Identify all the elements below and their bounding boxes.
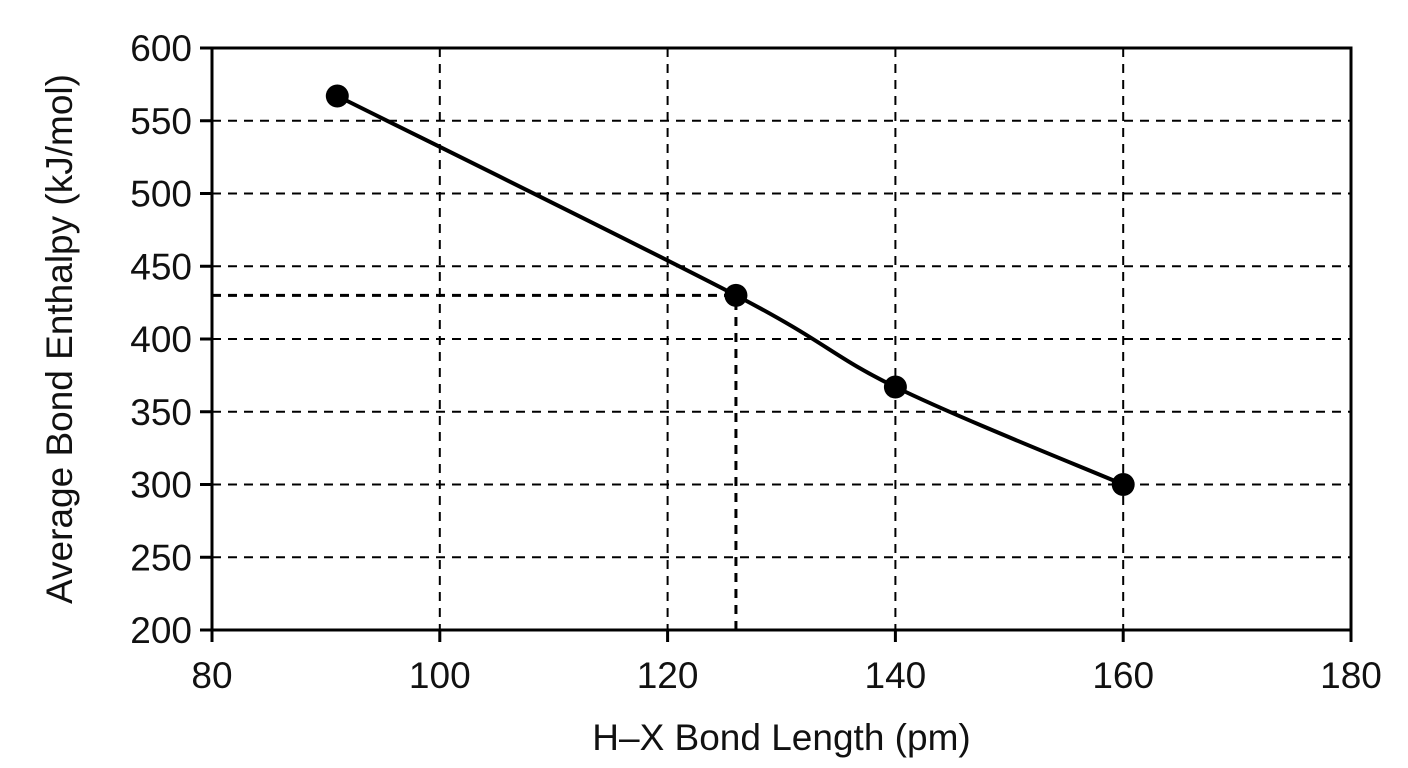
x-tick-label: 120 [637, 655, 699, 696]
y-tick-label: 500 [130, 174, 192, 215]
y-tick-label: 450 [130, 246, 192, 287]
data-point [724, 283, 748, 307]
x-tick-label: 160 [1092, 655, 1154, 696]
y-tick-label: 350 [130, 392, 192, 433]
ticks: 80 100 120 140 160 180 200 250 300 350 400 450 500 55… [130, 28, 1382, 696]
grid [212, 48, 1351, 630]
x-tick-label: 80 [191, 655, 232, 696]
series-line [336, 94, 1124, 487]
markers-layer [325, 84, 1135, 496]
data-point [1111, 473, 1135, 496]
data-point [883, 375, 907, 399]
y-tick-label: 300 [130, 465, 192, 506]
y-tick-label: 250 [130, 537, 192, 578]
y-axis-title: Average Bond Enthalpy (kJ/mol) [39, 74, 80, 604]
series-layer [336, 94, 1124, 487]
reference-lines [212, 293, 738, 630]
y-tick-label: 550 [130, 101, 192, 142]
x-tick-label: 180 [1320, 655, 1382, 696]
y-tick-label: 200 [130, 610, 192, 651]
x-tick-label: 140 [865, 655, 927, 696]
x-tick-label: 100 [409, 655, 471, 696]
x-axis-title: H–X Bond Length (pm) [592, 717, 970, 758]
y-tick-label: 600 [130, 28, 192, 69]
y-tick-label: 400 [130, 319, 192, 360]
data-point [325, 84, 349, 108]
